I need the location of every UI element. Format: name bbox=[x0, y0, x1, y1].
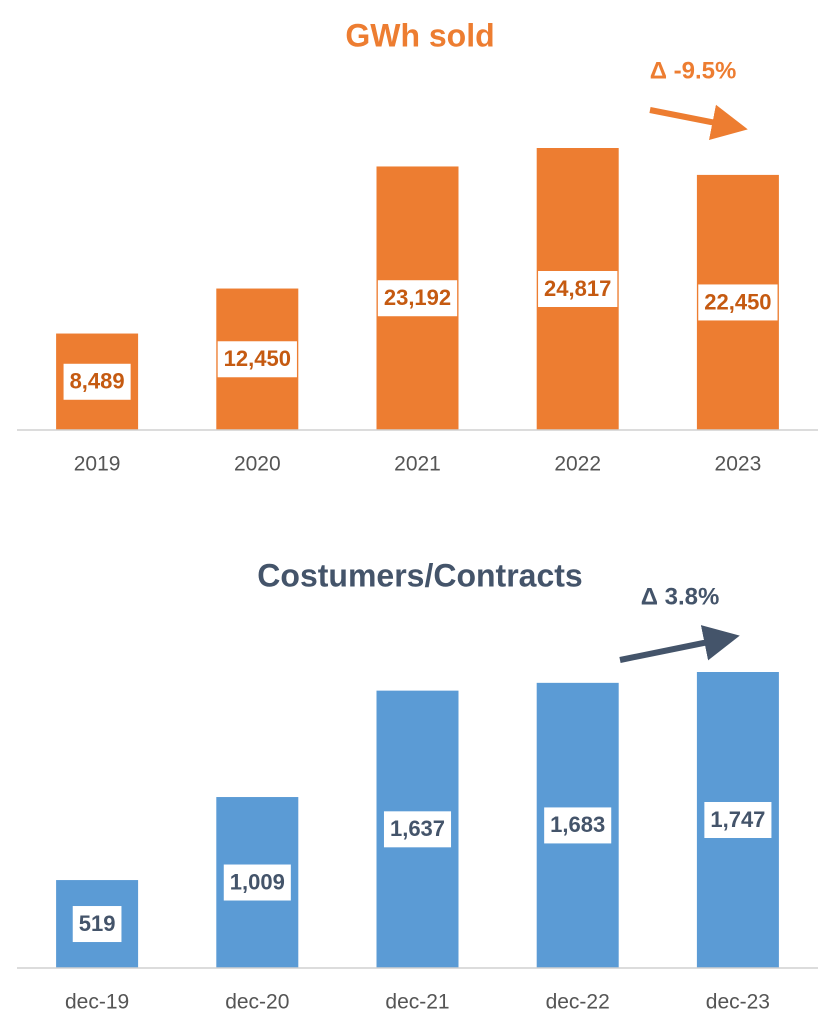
x-tick-label: dec-20 bbox=[225, 991, 289, 1014]
value-label: 8,489 bbox=[70, 369, 125, 394]
value-label: 12,450 bbox=[224, 346, 291, 371]
x-tick-label: 2021 bbox=[394, 453, 441, 476]
label-box bbox=[544, 807, 612, 844]
x-tick-label: 2023 bbox=[715, 453, 762, 476]
x-tick-label: dec-23 bbox=[706, 991, 770, 1014]
value-label: 1,637 bbox=[390, 816, 445, 841]
label-box bbox=[698, 284, 778, 321]
value-label: 519 bbox=[79, 911, 116, 936]
annotation: Δ -9.5% bbox=[650, 57, 737, 84]
label-box bbox=[72, 906, 122, 943]
x-tick-label: 2022 bbox=[554, 453, 601, 476]
value-label: 1,683 bbox=[550, 812, 605, 837]
chart-title: Costumers/Contracts bbox=[257, 557, 582, 593]
label-box bbox=[538, 271, 618, 307]
x-tick-label: dec-19 bbox=[65, 991, 129, 1014]
x-tick-label: 2019 bbox=[74, 453, 121, 476]
label-box bbox=[383, 811, 452, 848]
x-tick-label: dec-22 bbox=[546, 991, 610, 1014]
annotation: Δ 3.8% bbox=[641, 583, 720, 610]
value-label: 1,009 bbox=[230, 869, 285, 894]
label-box bbox=[223, 864, 291, 901]
label-box bbox=[377, 280, 458, 317]
value-label: 24,817 bbox=[544, 276, 611, 301]
chart-title: GWh sold bbox=[345, 17, 494, 53]
label-box bbox=[217, 341, 297, 378]
value-label: 23,192 bbox=[384, 285, 451, 310]
trend-arrow bbox=[649, 104, 748, 141]
value-label: 22,450 bbox=[704, 289, 771, 314]
label-box bbox=[704, 802, 772, 838]
x-tick-label: 2020 bbox=[234, 453, 281, 476]
value-label: 1,747 bbox=[710, 807, 765, 832]
trend-arrow bbox=[619, 625, 740, 663]
x-tick-label: dec-21 bbox=[385, 991, 449, 1014]
label-box bbox=[63, 363, 131, 400]
